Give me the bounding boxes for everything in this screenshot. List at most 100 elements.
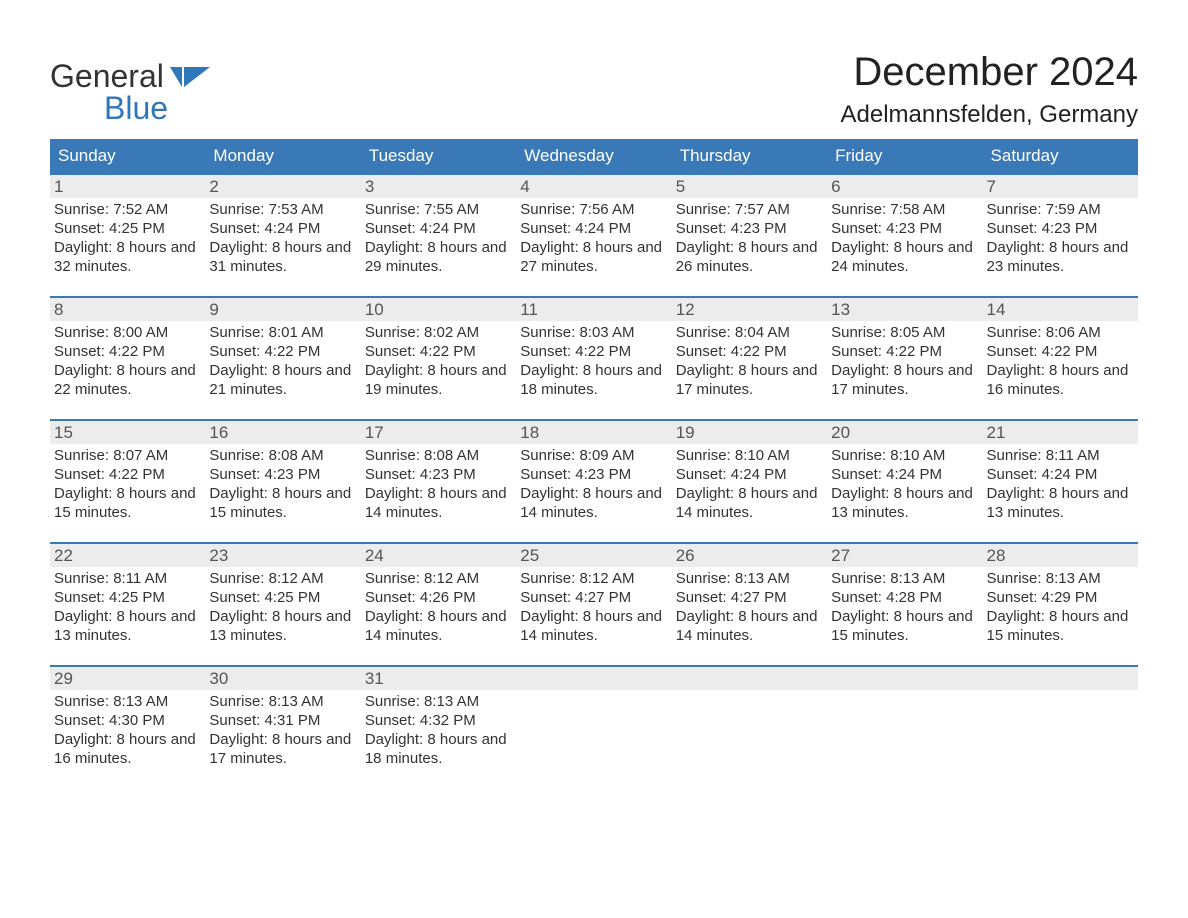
day-number: 3 [361,175,516,198]
day-body: Sunrise: 8:03 AMSunset: 4:22 PMDaylight:… [516,321,671,399]
sunset-text: Sunset: 4:22 PM [54,465,201,484]
calendar-cell: 26Sunrise: 8:13 AMSunset: 4:27 PMDayligh… [672,544,827,645]
sunset-text: Sunset: 4:26 PM [365,588,512,607]
daylight-text: Daylight: 8 hours and 15 minutes. [209,484,356,522]
sunset-text: Sunset: 4:23 PM [365,465,512,484]
sunset-text: Sunset: 4:25 PM [54,219,201,238]
day-number: 16 [205,421,360,444]
day-body [983,690,1138,692]
daylight-text: Daylight: 8 hours and 18 minutes. [365,730,512,768]
day-number [983,667,1138,690]
calendar-cell: 8Sunrise: 8:00 AMSunset: 4:22 PMDaylight… [50,298,205,399]
day-header-wednesday: Wednesday [516,139,671,173]
day-number: 7 [983,175,1138,198]
calendar-header-row: Sunday Monday Tuesday Wednesday Thursday… [50,139,1138,173]
sunset-text: Sunset: 4:23 PM [520,465,667,484]
day-body: Sunrise: 8:01 AMSunset: 4:22 PMDaylight:… [205,321,360,399]
calendar-cell [516,667,671,768]
sunset-text: Sunset: 4:23 PM [209,465,356,484]
daylight-text: Daylight: 8 hours and 13 minutes. [831,484,978,522]
calendar-cell: 5Sunrise: 7:57 AMSunset: 4:23 PMDaylight… [672,175,827,276]
day-number: 30 [205,667,360,690]
day-body: Sunrise: 8:13 AMSunset: 4:27 PMDaylight:… [672,567,827,645]
calendar-cell: 16Sunrise: 8:08 AMSunset: 4:23 PMDayligh… [205,421,360,522]
sunrise-text: Sunrise: 8:03 AM [520,323,667,342]
daylight-text: Daylight: 8 hours and 22 minutes. [54,361,201,399]
sunset-text: Sunset: 4:24 PM [987,465,1134,484]
sunrise-text: Sunrise: 8:13 AM [987,569,1134,588]
day-body: Sunrise: 8:13 AMSunset: 4:29 PMDaylight:… [983,567,1138,645]
sunset-text: Sunset: 4:27 PM [676,588,823,607]
day-header-monday: Monday [205,139,360,173]
day-body: Sunrise: 8:13 AMSunset: 4:32 PMDaylight:… [361,690,516,768]
daylight-text: Daylight: 8 hours and 29 minutes. [365,238,512,276]
day-body: Sunrise: 8:10 AMSunset: 4:24 PMDaylight:… [672,444,827,522]
sunrise-text: Sunrise: 8:13 AM [54,692,201,711]
sunrise-text: Sunrise: 8:10 AM [831,446,978,465]
calendar-page: General Blue December 2024 Adelmannsfeld… [0,0,1188,768]
sunrise-text: Sunrise: 8:01 AM [209,323,356,342]
sunrise-text: Sunrise: 7:56 AM [520,200,667,219]
day-number: 5 [672,175,827,198]
daylight-text: Daylight: 8 hours and 15 minutes. [54,484,201,522]
sunset-text: Sunset: 4:22 PM [987,342,1134,361]
calendar-cell: 19Sunrise: 8:10 AMSunset: 4:24 PMDayligh… [672,421,827,522]
calendar-cell: 30Sunrise: 8:13 AMSunset: 4:31 PMDayligh… [205,667,360,768]
daylight-text: Daylight: 8 hours and 13 minutes. [987,484,1134,522]
day-body: Sunrise: 7:56 AMSunset: 4:24 PMDaylight:… [516,198,671,276]
daylight-text: Daylight: 8 hours and 24 minutes. [831,238,978,276]
day-body: Sunrise: 7:57 AMSunset: 4:23 PMDaylight:… [672,198,827,276]
sunrise-text: Sunrise: 7:52 AM [54,200,201,219]
sunset-text: Sunset: 4:22 PM [520,342,667,361]
day-body: Sunrise: 8:00 AMSunset: 4:22 PMDaylight:… [50,321,205,399]
sunrise-text: Sunrise: 7:59 AM [987,200,1134,219]
sunrise-text: Sunrise: 8:13 AM [209,692,356,711]
sunrise-text: Sunrise: 8:13 AM [831,569,978,588]
daylight-text: Daylight: 8 hours and 13 minutes. [54,607,201,645]
day-body: Sunrise: 8:07 AMSunset: 4:22 PMDaylight:… [50,444,205,522]
day-number: 22 [50,544,205,567]
sunrise-text: Sunrise: 8:04 AM [676,323,823,342]
sunset-text: Sunset: 4:28 PM [831,588,978,607]
day-body: Sunrise: 8:04 AMSunset: 4:22 PMDaylight:… [672,321,827,399]
calendar-cell: 20Sunrise: 8:10 AMSunset: 4:24 PMDayligh… [827,421,982,522]
calendar-cell: 25Sunrise: 8:12 AMSunset: 4:27 PMDayligh… [516,544,671,645]
sunset-text: Sunset: 4:24 PM [831,465,978,484]
sunrise-text: Sunrise: 8:13 AM [676,569,823,588]
daylight-text: Daylight: 8 hours and 15 minutes. [831,607,978,645]
daylight-text: Daylight: 8 hours and 14 minutes. [676,607,823,645]
sunset-text: Sunset: 4:29 PM [987,588,1134,607]
day-body: Sunrise: 8:09 AMSunset: 4:23 PMDaylight:… [516,444,671,522]
daylight-text: Daylight: 8 hours and 16 minutes. [987,361,1134,399]
daylight-text: Daylight: 8 hours and 32 minutes. [54,238,201,276]
calendar-cell: 10Sunrise: 8:02 AMSunset: 4:22 PMDayligh… [361,298,516,399]
calendar-cell: 4Sunrise: 7:56 AMSunset: 4:24 PMDaylight… [516,175,671,276]
day-header-tuesday: Tuesday [361,139,516,173]
sunrise-text: Sunrise: 8:09 AM [520,446,667,465]
day-number: 27 [827,544,982,567]
day-number: 23 [205,544,360,567]
calendar-cell: 7Sunrise: 7:59 AMSunset: 4:23 PMDaylight… [983,175,1138,276]
day-number: 26 [672,544,827,567]
sunset-text: Sunset: 4:24 PM [520,219,667,238]
day-body: Sunrise: 8:12 AMSunset: 4:26 PMDaylight:… [361,567,516,645]
day-body: Sunrise: 8:08 AMSunset: 4:23 PMDaylight:… [361,444,516,522]
sunset-text: Sunset: 4:23 PM [676,219,823,238]
day-body: Sunrise: 7:55 AMSunset: 4:24 PMDaylight:… [361,198,516,276]
sunset-text: Sunset: 4:22 PM [831,342,978,361]
sunset-text: Sunset: 4:23 PM [831,219,978,238]
day-body: Sunrise: 8:11 AMSunset: 4:24 PMDaylight:… [983,444,1138,522]
sunset-text: Sunset: 4:22 PM [365,342,512,361]
day-number: 21 [983,421,1138,444]
day-number: 1 [50,175,205,198]
daylight-text: Daylight: 8 hours and 16 minutes. [54,730,201,768]
day-number: 18 [516,421,671,444]
sunset-text: Sunset: 4:24 PM [676,465,823,484]
day-header-friday: Friday [827,139,982,173]
sunrise-text: Sunrise: 8:12 AM [209,569,356,588]
day-number: 4 [516,175,671,198]
calendar-cell [672,667,827,768]
day-number: 24 [361,544,516,567]
sunset-text: Sunset: 4:23 PM [987,219,1134,238]
calendar-cell: 11Sunrise: 8:03 AMSunset: 4:22 PMDayligh… [516,298,671,399]
